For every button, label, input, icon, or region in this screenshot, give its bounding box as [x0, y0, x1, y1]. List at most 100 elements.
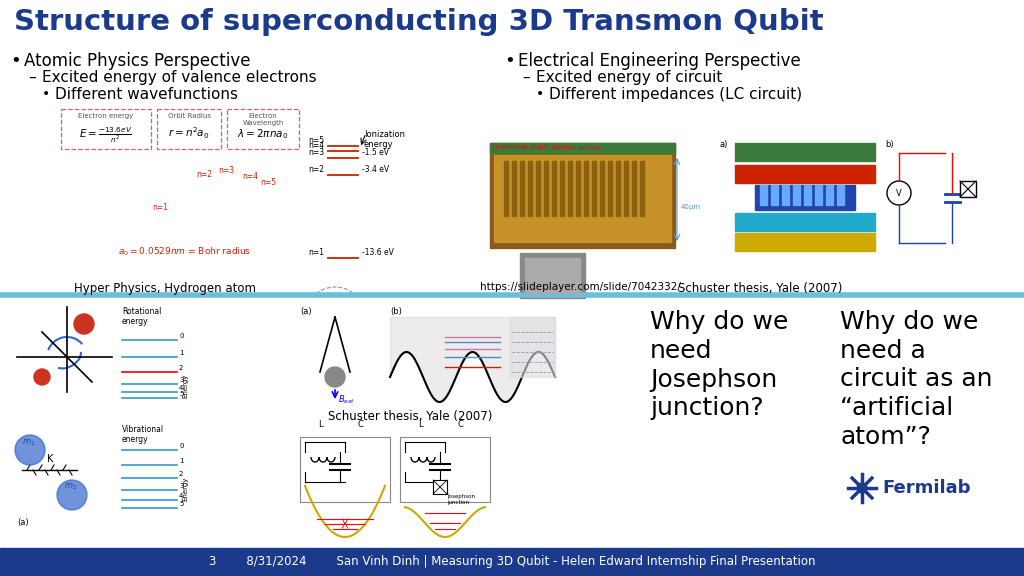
Text: Excited energy of valence electrons: Excited energy of valence electrons	[42, 70, 316, 85]
Bar	[961, 181, 976, 197]
Bar	[584, 161, 588, 216]
Text: Schuster thesis, Yale (2007): Schuster thesis, Yale (2007)	[328, 410, 493, 423]
Text: 2: 2	[179, 471, 183, 477]
Text: -1.5 eV: -1.5 eV	[362, 148, 389, 157]
Text: Schuster thesis, Yale (2007): Schuster thesis, Yale (2007)	[678, 282, 842, 295]
Text: Hyper Physics, Hydrogen atom: Hyper Physics, Hydrogen atom	[74, 282, 256, 295]
Text: 3: 3	[179, 483, 183, 489]
Text: https://slideplayer.com/slide/7042332/: https://slideplayer.com/slide/7042332/	[479, 282, 680, 292]
Bar	[400, 437, 490, 502]
Bar	[568, 161, 572, 216]
Text: 4: 4	[179, 385, 183, 391]
Text: Equally spaced energy levels: Equally spaced energy levels	[274, 548, 366, 553]
Bar	[760, 185, 767, 205]
Text: L: L	[317, 420, 323, 429]
Bar	[544, 161, 548, 216]
Text: $B_{ext}$: $B_{ext}$	[338, 393, 355, 406]
Text: •: •	[536, 87, 544, 101]
Bar	[782, 185, 790, 205]
Bar	[755, 185, 855, 210]
Text: 40μm: 40μm	[681, 204, 701, 210]
Bar	[640, 161, 644, 216]
Text: -3.4 eV: -3.4 eV	[362, 165, 389, 174]
Text: C: C	[457, 420, 463, 429]
Bar	[520, 161, 524, 216]
Bar	[552, 161, 556, 216]
Text: $E = \frac{-13.6eV}{n^2}$: $E = \frac{-13.6eV}{n^2}$	[79, 125, 133, 145]
Text: Different impedances (LC circuit): Different impedances (LC circuit)	[549, 87, 802, 102]
Text: •: •	[504, 52, 515, 70]
Text: 0: 0	[179, 333, 183, 339]
Text: (a): (a)	[17, 518, 29, 527]
Circle shape	[57, 480, 87, 510]
Text: n=2: n=2	[196, 170, 212, 179]
Text: (b) LC-circuit with Josephson junction: (b) LC-circuit with Josephson junction	[369, 570, 471, 575]
Bar	[433, 480, 447, 494]
Text: n=3: n=3	[218, 166, 234, 175]
Text: •: •	[10, 52, 20, 70]
Circle shape	[34, 369, 50, 385]
Bar	[771, 185, 778, 205]
Text: Structure of superconducting 3D Transmon Qubit: Structure of superconducting 3D Transmon…	[14, 8, 823, 36]
Text: 3: 3	[179, 377, 183, 383]
Bar	[490, 143, 675, 153]
Text: b): b)	[885, 140, 894, 149]
Circle shape	[74, 314, 94, 334]
Text: TRANSMON QUBIT (Seidley group): TRANSMON QUBIT (Seidley group)	[492, 145, 599, 150]
Text: Orbit Radius: Orbit Radius	[168, 113, 211, 119]
Bar	[528, 161, 532, 216]
Text: a): a)	[720, 140, 728, 149]
Bar	[735, 213, 874, 231]
FancyBboxPatch shape	[61, 109, 151, 149]
Bar	[0, 548, 1024, 576]
Text: n=3: n=3	[308, 148, 324, 157]
Bar	[616, 161, 620, 216]
Text: 1: 1	[179, 350, 183, 356]
Text: 0: 0	[179, 443, 183, 449]
Bar	[536, 161, 540, 216]
Bar	[300, 437, 390, 502]
Text: Rotational
energy: Rotational energy	[122, 307, 162, 327]
Bar	[575, 161, 580, 216]
Text: $a_0 = 0.0529nm$ = Bohr radius: $a_0 = 0.0529nm$ = Bohr radius	[119, 245, 252, 257]
Text: n=1: n=1	[152, 203, 168, 211]
Text: V: V	[896, 188, 902, 198]
Circle shape	[887, 181, 911, 205]
Text: -13.6 eV: -13.6 eV	[362, 248, 394, 257]
Text: n=4: n=4	[308, 141, 324, 150]
Bar	[632, 161, 636, 216]
Text: Fermilab: Fermilab	[882, 479, 971, 497]
Bar	[793, 185, 800, 205]
Text: n=4: n=4	[242, 172, 258, 181]
Text: •: •	[42, 87, 50, 101]
Text: Ionization
energy: Ionization energy	[364, 130, 406, 149]
Text: n=1: n=1	[308, 248, 324, 257]
Text: $\lambda = 2\pi na_0$: $\lambda = 2\pi na_0$	[238, 127, 289, 141]
Text: Quantum two-level system
(qubit): Quantum two-level system (qubit)	[371, 552, 445, 563]
Text: n=5: n=5	[308, 136, 324, 145]
Bar	[608, 161, 612, 216]
Bar	[520, 253, 585, 298]
Circle shape	[15, 435, 45, 465]
Bar	[735, 165, 874, 183]
Text: 5: 5	[179, 501, 183, 507]
Circle shape	[857, 483, 867, 493]
Text: (b): (b)	[390, 307, 401, 316]
Bar	[735, 143, 874, 161]
Text: –: –	[28, 70, 36, 85]
Text: (a): (a)	[300, 307, 311, 316]
Bar	[826, 185, 833, 205]
Text: Vibrational
energy: Vibrational energy	[122, 425, 164, 445]
Text: 1: 1	[179, 458, 183, 464]
Bar	[512, 161, 516, 216]
Text: n=5: n=5	[260, 178, 276, 187]
Text: Atomic Physics Perspective: Atomic Physics Perspective	[24, 52, 251, 70]
Text: Energy: Energy	[182, 374, 188, 398]
Text: (a) LC-circuit without Josephson junction: (a) LC-circuit without Josephson junctio…	[264, 558, 376, 563]
Bar	[804, 185, 811, 205]
Bar	[510, 317, 555, 377]
FancyBboxPatch shape	[157, 109, 221, 149]
Text: $m_2$: $m_2$	[63, 481, 78, 491]
Text: Why do we
need a
circuit as an
“artificial
atom”?: Why do we need a circuit as an “artifici…	[840, 310, 992, 449]
Text: 5: 5	[179, 391, 183, 397]
